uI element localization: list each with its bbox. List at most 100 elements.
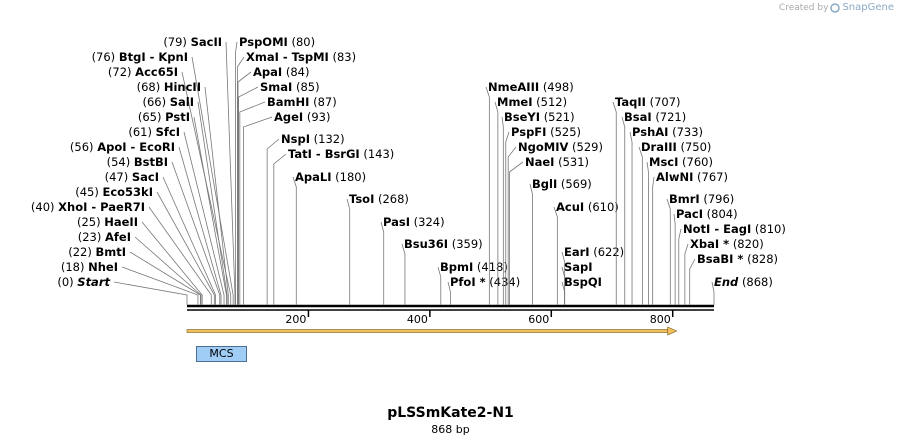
label-part: (707) (650, 95, 681, 109)
label-part: SmaI (260, 80, 292, 94)
site-bmri[interactable]: BmrI (796) (666, 192, 734, 305)
site-acui[interactable]: AcuI (610) (553, 200, 619, 305)
site-ngomiv[interactable]: NgoMIV (529) (507, 140, 603, 305)
label-part: EcoRI (139, 140, 175, 154)
label-part: BamHI (267, 95, 309, 109)
site-bspqi[interactable]: BspQI (561, 275, 602, 305)
plasmid-name: pLSSmKate2-N1 (387, 405, 514, 421)
orf-arrow-body[interactable] (186, 329, 670, 333)
credit-brand: SnapGene (842, 2, 894, 13)
site-xbai[interactable]: XbaI * (820) (684, 237, 764, 305)
site-psti[interactable]: (65) PstI (138, 110, 227, 305)
site-agei[interactable]: AgeI (93) (243, 110, 330, 305)
label-eco53ki: (45) Eco53kI (75, 185, 153, 199)
site-draiii[interactable]: DraIII (750) (638, 140, 711, 305)
site-pfoi[interactable]: PfoI * (434) (447, 275, 520, 305)
label-part: (76) (92, 50, 116, 64)
leader-line-start (113, 281, 188, 305)
site-hincii[interactable]: (68) HincII (137, 80, 229, 305)
site-btgi[interactable]: (76) BtgI - KpnI (92, 50, 234, 305)
leader-line-pfoi (447, 281, 451, 305)
site-bpmi[interactable]: BpmI (418) (437, 260, 508, 305)
label-saci: (47) SacI (105, 170, 159, 184)
site-afei[interactable]: (23) AfeI (78, 230, 202, 305)
site-taqii[interactable]: TaqII (707) (612, 95, 681, 305)
site-acc65i[interactable]: (72) Acc65I (108, 65, 232, 305)
site-bamhi[interactable]: BamHI (87) (239, 95, 337, 305)
label-naei: NaeI (531) (525, 155, 589, 169)
leader-line-noti (678, 228, 682, 305)
leader-line-xbai (684, 243, 689, 305)
label-part: (804) (707, 207, 738, 221)
site-sfci[interactable]: (61) SfcI (128, 125, 225, 305)
label-paci: PacI (804) (676, 207, 738, 221)
label-part: TsoI (349, 192, 374, 206)
label-bamhi: BamHI (87) (267, 95, 337, 109)
site-apai[interactable]: ApaI (84) (237, 65, 309, 305)
label-part: (180) (335, 170, 366, 184)
site-xmai[interactable]: XmaI - TspMI (83) (236, 50, 356, 305)
label-bpmi: BpmI (418) (440, 260, 508, 274)
label-bseyi: BseYI (521) (504, 110, 575, 124)
site-pspfi[interactable]: PspFI (525) (505, 125, 581, 305)
leader-line-msci (646, 161, 649, 305)
site-bseyi[interactable]: BseYI (521) (501, 110, 575, 305)
orf-arrow-head (667, 326, 678, 336)
site-end[interactable]: End (868) (711, 275, 773, 305)
label-part: (418) (477, 260, 508, 274)
site-naei[interactable]: NaeI (531) (508, 155, 589, 305)
label-part: EagI (723, 222, 751, 236)
label-part: SfcI (156, 125, 180, 139)
label-noti: NotI - EagI (810) (683, 222, 786, 236)
leader-line-sali (197, 101, 228, 305)
site-tsoi[interactable]: TsoI (268) (346, 192, 409, 305)
site-saci[interactable]: (47) SacI (105, 170, 216, 305)
label-apai: ApaI (84) (253, 65, 309, 79)
label-part: BspQI (564, 275, 602, 289)
site-msci[interactable]: MscI (760) (646, 155, 713, 305)
site-pshai[interactable]: PshAI (733) (629, 125, 703, 305)
site-noti[interactable]: NotI - EagI (810) (678, 222, 786, 305)
site-bsabi[interactable]: BsaBI * (828) (689, 252, 778, 305)
site-xhoi[interactable]: (40) XhoI - PaeR7I (31, 200, 212, 305)
label-hincii: (68) HincII (137, 80, 201, 94)
mcs-feature[interactable]: MCS (196, 346, 247, 362)
site-pspomi[interactable]: PspOMI (80) (235, 35, 316, 305)
label-part: End (714, 275, 739, 289)
label-tsoi: TsoI (268) (349, 192, 409, 206)
label-part: (810) (755, 222, 786, 236)
site-pasi[interactable]: PasI (324) (380, 215, 445, 305)
site-bgli[interactable]: BglI (569) (529, 177, 592, 305)
label-apali: ApaLI (180) (295, 170, 366, 184)
site-eco53ki[interactable]: (45) Eco53kI (75, 185, 215, 305)
label-part: SapI (564, 260, 593, 274)
label-part: NmeAIII (488, 80, 539, 94)
site-sali[interactable]: (66) SalI (142, 95, 228, 305)
leader-line-acui (553, 206, 558, 305)
label-part: SacII (191, 35, 222, 49)
site-nspi[interactable]: NspI (132) (266, 132, 345, 305)
site-apoi[interactable]: (56) ApoI - EcoRI (70, 140, 222, 305)
site-bstbi[interactable]: (54) BstBI (107, 155, 221, 305)
site-smai[interactable]: SmaI (85) (238, 80, 320, 305)
site-alwni[interactable]: AlwNI (767) (652, 170, 728, 305)
site-sacii[interactable]: (79) SacII (163, 35, 236, 305)
site-apali[interactable]: ApaLI (180) (292, 170, 366, 305)
site-start[interactable]: (0) Start (57, 275, 188, 305)
site-mmei[interactable]: MmeI (512) (494, 95, 567, 305)
site-bsu36i[interactable]: Bsu36I (359) (401, 237, 483, 305)
label-part: - (279, 50, 292, 64)
site-tati[interactable]: TatI - BsrGI (143) (273, 147, 394, 305)
site-paci[interactable]: PacI (804) (673, 207, 738, 305)
label-part: BstBI (134, 155, 168, 169)
label-part: PspOMI (239, 35, 288, 49)
site-nmeaiii[interactable]: NmeAIII (498) (485, 80, 574, 305)
site-bmti[interactable]: (22) BmtI (68, 245, 201, 305)
label-part: (868) (742, 275, 773, 289)
site-bsai[interactable]: BsaI (721) (621, 110, 686, 305)
label-pasi: PasI (324) (383, 215, 445, 229)
label-part: PstI (165, 110, 190, 124)
site-haeii[interactable]: (25) HaeII (77, 215, 203, 305)
leader-line-xhoi (148, 206, 212, 305)
site-nhei[interactable]: (18) NheI (61, 260, 199, 305)
